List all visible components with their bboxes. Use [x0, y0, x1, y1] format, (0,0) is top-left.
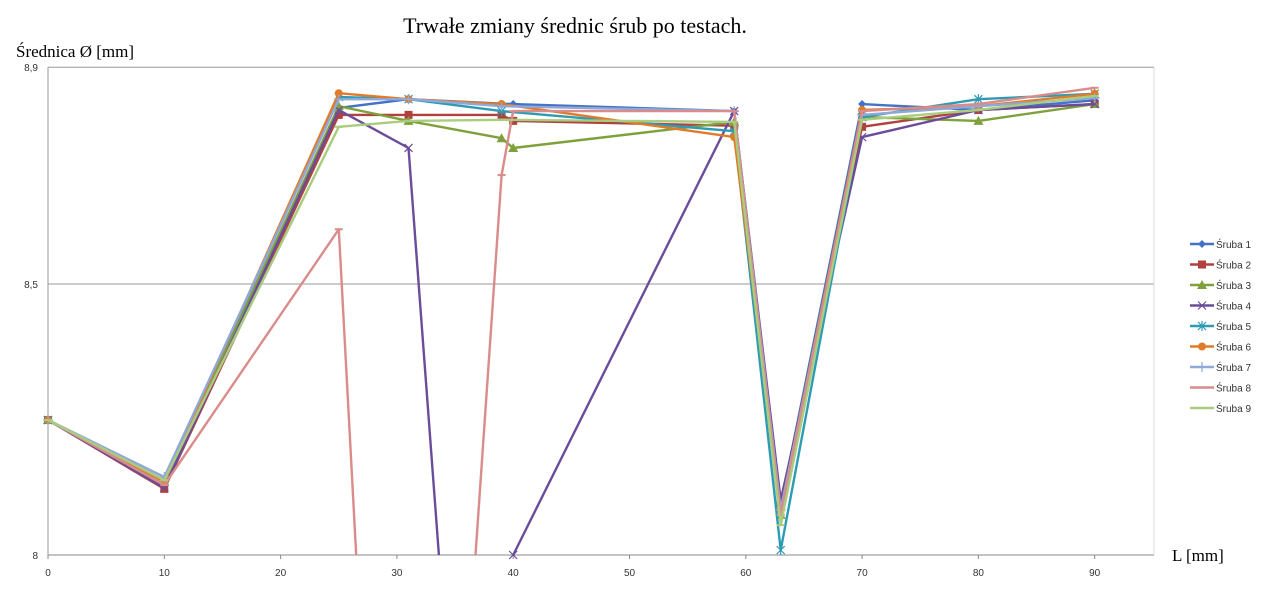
- legend-item-8: Śruba 8: [1190, 382, 1251, 395]
- series-5: [43, 88, 1100, 556]
- x-tick-label: 40: [508, 568, 520, 579]
- series-line: [47, 94, 1095, 527]
- x-tick-label: 10: [159, 568, 171, 579]
- legend-marker: [1198, 260, 1206, 269]
- series-8: [44, 86, 1099, 556]
- axes: 8 8,5 8,9 0 10 20 30 40 50 60 70 80 90: [24, 63, 1155, 579]
- legend-label: Śruba 6: [1216, 341, 1251, 354]
- legend-label: Śruba 1: [1216, 238, 1251, 251]
- x-tick-label: 60: [740, 568, 752, 579]
- legend-label: Śruba 9: [1216, 402, 1251, 415]
- data-point: [858, 122, 867, 131]
- legend-label: Śruba 3: [1216, 279, 1251, 292]
- data-point: [334, 89, 343, 98]
- series-line: [512, 102, 1095, 556]
- legend-marker: [1197, 362, 1207, 372]
- legend-item-9: Śruba 9: [1190, 402, 1251, 415]
- legend-item-7: Śruba 7: [1190, 361, 1251, 374]
- x-tick-label: 50: [624, 568, 636, 579]
- legend: Śruba 1 Śruba 2 Śruba 3 Śruba 4 Śruba 5 Śruba…: [1190, 238, 1251, 415]
- series-line: [47, 228, 358, 556]
- x-axis-label: L [mm]: [1172, 546, 1224, 565]
- series-line: [47, 102, 1095, 517]
- data-point: [973, 115, 984, 125]
- data-point: [404, 143, 413, 153]
- series-lines: [43, 86, 1100, 560]
- x-tick-label: 70: [857, 568, 869, 579]
- data-point: [334, 110, 343, 119]
- legend-item-4: Śruba 4: [1190, 300, 1251, 313]
- legend-label: Śruba 5: [1216, 320, 1251, 333]
- legend-item-3: Śruba 3: [1190, 279, 1251, 292]
- data-point: [508, 142, 519, 152]
- x-tick-label: 80: [973, 568, 985, 579]
- series-line: [474, 86, 1095, 556]
- data-point: [404, 110, 413, 119]
- series-line: [47, 97, 1095, 507]
- series-3: [43, 99, 1100, 519]
- series-line: [47, 92, 1095, 552]
- legend-marker: [1198, 240, 1206, 248]
- series-7: [43, 93, 1100, 516]
- series-2: [44, 100, 1099, 507]
- legend-label: Śruba 4: [1216, 300, 1251, 313]
- data-point: [403, 94, 414, 105]
- x-tick-label: 0: [45, 568, 51, 579]
- y-axis-label: Średnica Ø [mm]: [16, 42, 134, 61]
- series-9: [44, 94, 1099, 527]
- y-tick-label: 8: [32, 551, 38, 562]
- legend-item-6: Śruba 6: [1190, 341, 1251, 354]
- data-point: [508, 550, 518, 560]
- y-tick-label: 8,5: [24, 280, 38, 291]
- data-point: [496, 133, 507, 143]
- legend-item-1: Śruba 1: [1190, 238, 1251, 251]
- legend-marker: [1198, 342, 1206, 351]
- series-4: [43, 99, 1100, 560]
- legend-item-2: Śruba 2: [1190, 259, 1251, 272]
- data-point: [1089, 93, 1100, 104]
- x-tick-label: 20: [275, 568, 287, 579]
- legend-item-5: Śruba 5: [1190, 320, 1251, 333]
- chart-title: Trwałe zmiany średnic śrub po testach.: [403, 13, 747, 38]
- series-line: [47, 102, 1095, 505]
- x-tick-label: 30: [391, 568, 403, 579]
- data-point: [1090, 99, 1100, 109]
- series-line: [47, 108, 441, 556]
- series-6: [44, 89, 1099, 515]
- legend-label: Śruba 7: [1216, 361, 1251, 374]
- series-line: [47, 91, 1095, 512]
- data-point: [496, 101, 507, 112]
- series-line: [47, 96, 1095, 512]
- data-point: [776, 545, 786, 556]
- x-tick-label: 90: [1089, 568, 1101, 579]
- y-tick-label: 8,9: [24, 63, 38, 74]
- grid: [48, 66, 1154, 556]
- legend-marker: [1197, 301, 1207, 310]
- legend-label: Śruba 2: [1216, 259, 1251, 272]
- data-point: [858, 100, 867, 109]
- data-point: [333, 94, 344, 105]
- series-1: [44, 95, 1099, 510]
- legend-label: Śruba 8: [1216, 382, 1251, 395]
- legend-marker: [1197, 280, 1207, 289]
- legend-marker: [1197, 321, 1207, 331]
